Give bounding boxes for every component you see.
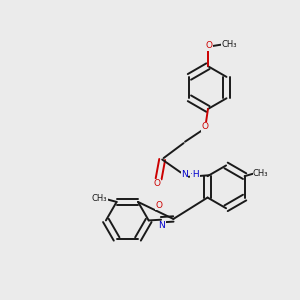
Text: O: O [154, 179, 161, 188]
Text: O: O [205, 41, 212, 50]
Text: N: N [181, 170, 188, 179]
Text: O: O [155, 201, 162, 210]
Text: ·H: ·H [190, 170, 200, 179]
Text: N: N [159, 221, 165, 230]
Text: CH₃: CH₃ [92, 194, 107, 203]
Text: CH₃: CH₃ [221, 40, 236, 49]
Text: O: O [202, 122, 208, 131]
Text: CH₃: CH₃ [253, 169, 268, 178]
